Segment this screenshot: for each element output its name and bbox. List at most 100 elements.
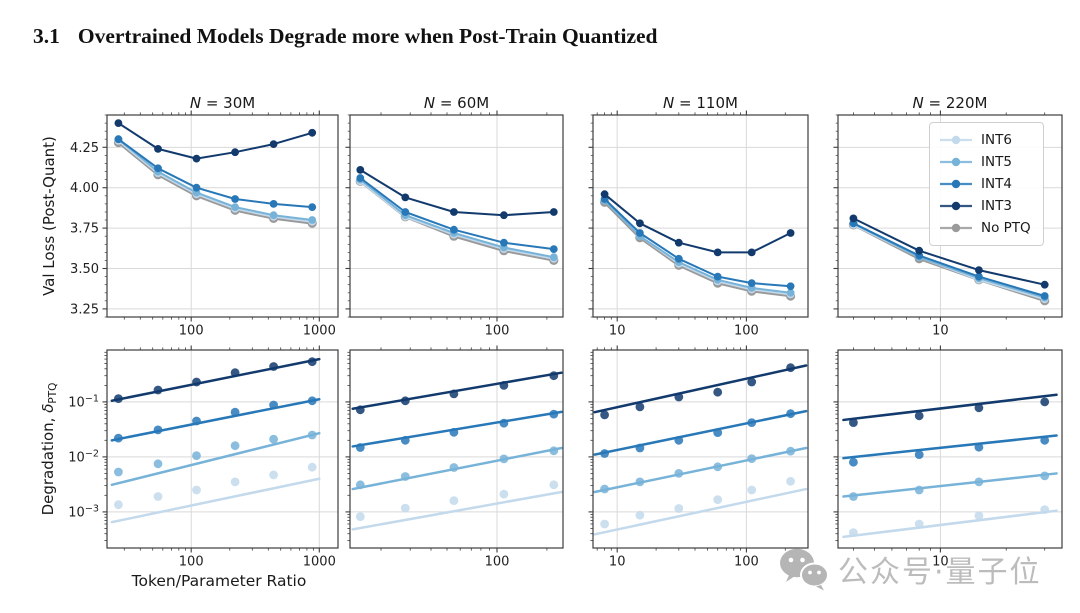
series-INT6-markers: [600, 476, 795, 529]
wechat-icon: [780, 548, 829, 591]
series-INT6-fit-line: [593, 487, 808, 536]
svg-text:100: 100: [485, 324, 510, 339]
legend-swatch: [940, 223, 972, 233]
gridlines: [350, 350, 563, 548]
legend: INT6 INT5 INT4 INT3 No PTQ: [929, 122, 1044, 246]
series-No PTQ-line: [117, 141, 314, 225]
axes-frame: [837, 349, 1063, 549]
legend-item-no-ptq: No PTQ: [939, 217, 1031, 239]
series-INT3-fit-line: [593, 364, 808, 414]
series-INT3-line: [603, 193, 792, 254]
series-INT3-markers: [114, 357, 317, 403]
axes-frame: [349, 114, 564, 318]
series-No PTQ-markers: [113, 137, 317, 228]
plot-title: N = 60M: [424, 94, 489, 112]
series-INT3-fit-line: [351, 371, 563, 411]
plot-loss-30M: 100 1000 3.25 3.50 3.75 4.00 4.25 N = 30M: [70, 94, 339, 339]
watermark: 公众号·量子位: [779, 547, 1042, 591]
watermark-text: 公众号·量子位: [838, 555, 1042, 590]
series-No PTQ-line: [358, 180, 556, 262]
series-INT6-fit-line: [842, 509, 1058, 539]
series-INT6-markers: [356, 177, 558, 263]
series-INT4-fit-line: [593, 409, 808, 456]
section-title: Overtrained Models Degrade more when Pos…: [77, 24, 658, 48]
series-INT5-markers: [356, 175, 558, 262]
series-INT6-line: [117, 139, 314, 223]
axes-frame: [106, 349, 339, 549]
series-INT4-markers: [114, 135, 317, 212]
legend-item-int3: INT3: [939, 195, 1031, 217]
series-INT4-line: [852, 222, 1046, 297]
series-INT3-markers: [849, 214, 1049, 289]
gridlines: [107, 115, 338, 317]
legend-label: INT4: [981, 176, 1012, 192]
series-INT4-markers: [849, 435, 1050, 467]
svg-text:10−3: 10−3: [68, 503, 99, 520]
series-INT3-fit-line: [842, 393, 1058, 422]
series-INT5-fit-line: [842, 472, 1058, 498]
x-axis-label: Token/Parameter Ratio: [131, 572, 307, 590]
svg-text:10: 10: [609, 555, 626, 570]
axes-frame: [837, 114, 1063, 318]
ticks: 100 1000 3.25 3.50 3.75 4.00 4.25: [70, 110, 336, 339]
axes-frame: [592, 349, 809, 549]
ticks: 10 100: [588, 110, 786, 339]
legend-label: No PTQ: [981, 220, 1031, 236]
ticks: 10 100: [588, 345, 786, 570]
svg-text:1000: 1000: [303, 324, 336, 339]
plot-title: N = 220M: [913, 94, 988, 112]
svg-text:10: 10: [932, 324, 949, 339]
series-INT3-markers: [356, 166, 558, 220]
svg-text:1000: 1000: [303, 555, 336, 570]
legend-label: INT5: [981, 154, 1012, 170]
series-INT3-markers: [114, 119, 317, 163]
svg-text:100: 100: [179, 555, 204, 570]
series-INT5-markers: [114, 135, 317, 224]
series-INT4-fit-line: [842, 434, 1058, 460]
series-INT3-line: [852, 217, 1046, 286]
series-INT5-fit-line: [593, 446, 808, 494]
series-INT4-line: [117, 138, 314, 209]
svg-text:10−1: 10−1: [68, 393, 99, 410]
gridlines: [350, 115, 563, 317]
series-INT4-markers: [600, 409, 795, 458]
plot-title: N = 30M: [190, 94, 255, 112]
legend-item-int5: INT5: [939, 151, 1031, 173]
series-INT5-line: [117, 138, 314, 221]
legend-swatch: [940, 179, 972, 189]
ticks: 100: [345, 345, 548, 570]
series-No PTQ-line: [603, 201, 792, 298]
series-INT5-markers: [114, 430, 317, 477]
series-INT3-markers: [355, 371, 559, 415]
plot-deg-110M: 10 100: [588, 345, 809, 570]
legend-label: INT3: [981, 198, 1012, 214]
legend-item-int6: INT6: [939, 129, 1031, 151]
ticks: 10: [833, 345, 1046, 570]
series-INT6-markers: [114, 462, 317, 510]
y-axis-label-degradation: Degradation, δPTQ: [39, 383, 59, 516]
svg-text:100: 100: [734, 555, 759, 570]
ylabel-delta-symbol: δ: [39, 403, 57, 413]
series-INT4-fit-line: [110, 397, 321, 442]
svg-text:3.50: 3.50: [70, 262, 99, 277]
legend-swatch: [940, 201, 972, 211]
svg-text:10: 10: [609, 324, 626, 339]
series-INT4-line: [603, 198, 792, 288]
svg-text:4.00: 4.00: [70, 181, 99, 196]
axes-frame: [349, 349, 564, 549]
series-INT4-markers: [356, 174, 558, 254]
series-INT3-fit-line: [110, 357, 321, 403]
series-INT5-markers: [600, 446, 795, 494]
ylabel-ptq-subscript: PTQ: [47, 382, 59, 404]
ticks: 10: [833, 110, 1046, 339]
plot-loss-110M: 10 100 N = 110M: [588, 94, 809, 339]
series-INT3-markers: [600, 363, 795, 420]
series-INT4-markers: [600, 195, 795, 291]
plot-title: N = 110M: [663, 94, 738, 112]
series-INT3-line: [359, 168, 555, 217]
plot-deg-60M: 100: [345, 345, 564, 570]
series-INT4-markers: [114, 396, 317, 443]
svg-text:3.75: 3.75: [70, 222, 99, 237]
svg-text:100: 100: [485, 555, 510, 570]
